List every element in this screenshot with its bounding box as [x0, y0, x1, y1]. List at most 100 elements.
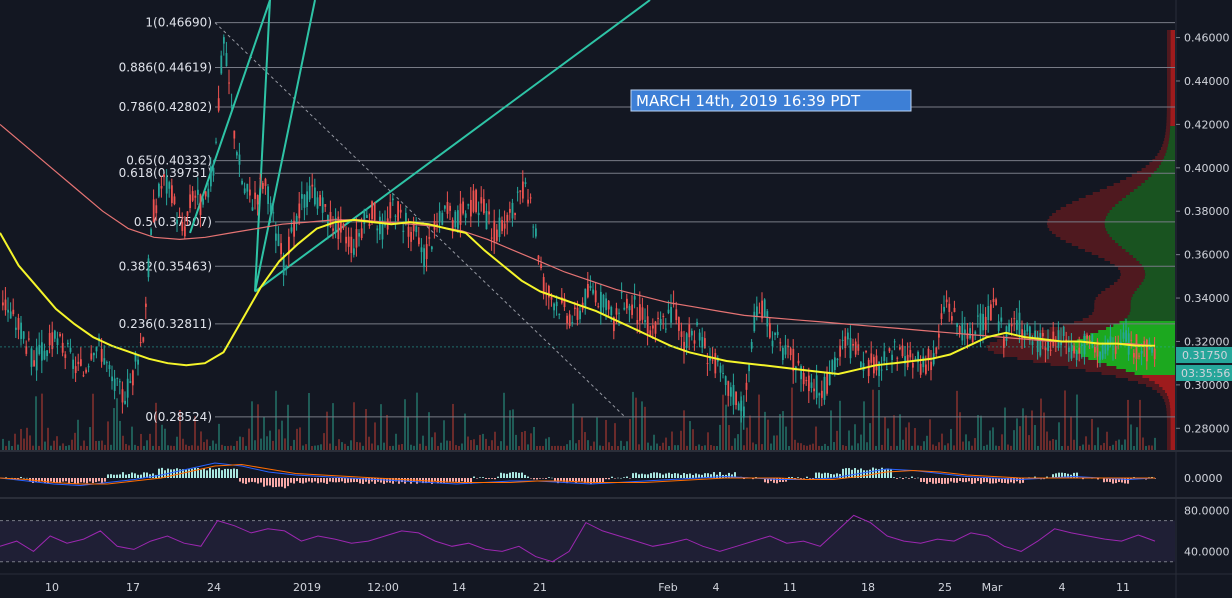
- candle-body: [691, 330, 693, 336]
- candle-body: [25, 346, 28, 354]
- time-axis[interactable]: 10 17 24 2019 12:00 14 21 Feb 4 11 18 25 Mar 4 11: [45, 581, 1130, 594]
- candle-body: [108, 364, 111, 370]
- candle-body: [1125, 330, 1127, 342]
- candle-body: [919, 363, 922, 375]
- macd-histogram-bar: [410, 478, 412, 484]
- volume-bar: [1127, 399, 1129, 450]
- vp-outer-bar: [1127, 378, 1150, 381]
- candle-body: [33, 360, 35, 367]
- macd-histogram-bar: [590, 478, 592, 484]
- vp-inner-bar: [1170, 87, 1175, 90]
- candle-body: [987, 306, 990, 321]
- volume-bar: [650, 445, 652, 450]
- vp-outer-bar: [1166, 432, 1171, 435]
- vp-outer-bar: [1051, 231, 1108, 234]
- fibonacci-retracement[interactable]: 1(0.46690) 0.886(0.44619) 0.786(0.42802) 0.…: [119, 16, 1175, 424]
- candle-body: [189, 194, 191, 209]
- vp-inner-bar: [1107, 231, 1175, 234]
- vp-inner-bar: [1170, 408, 1175, 411]
- candle-body: [995, 299, 997, 306]
- candle-body: [1003, 336, 1005, 348]
- vp-outer-bar: [1166, 120, 1171, 123]
- macd-histogram-bar: [83, 478, 85, 483]
- candle-body: [139, 342, 142, 344]
- macd-histogram-bar: [539, 478, 541, 479]
- vp-inner-bar: [1170, 405, 1175, 408]
- candle-body: [28, 338, 30, 340]
- vp-outer-bar: [1166, 123, 1171, 126]
- candle-body: [303, 194, 306, 208]
- candle-body: [652, 325, 654, 329]
- macd-histogram-bar: [251, 478, 253, 482]
- vp-outer-bar: [1166, 426, 1171, 429]
- volume-bar: [314, 445, 316, 450]
- fan-line[interactable]: [254, 0, 316, 292]
- candle-body: [311, 184, 314, 187]
- candle-body: [155, 205, 158, 214]
- ma-yellow-line: [0, 218, 1155, 376]
- macd-histogram-bar: [926, 478, 928, 484]
- candle-body: [321, 197, 324, 213]
- vp-outer-bar: [1165, 402, 1170, 405]
- macd-histogram-bar: [947, 478, 949, 484]
- macd-histogram-bar: [5, 477, 7, 478]
- candle-body: [207, 188, 210, 198]
- volume-bar: [86, 445, 88, 450]
- macd-histogram-bar: [845, 468, 847, 478]
- candle-body: [254, 192, 256, 199]
- vp-outer-bar: [1110, 261, 1140, 264]
- candle-body: [1130, 339, 1133, 341]
- fib-trend-line[interactable]: [214, 22, 626, 418]
- annotation-box[interactable]: [630, 89, 912, 112]
- macd-histogram-bar: [1109, 478, 1111, 483]
- date-annotation[interactable]: MARCH 14th, 2019 16:39 PDT: [630, 89, 912, 112]
- fan-line[interactable]: [254, 0, 651, 293]
- macd-histogram-bar: [116, 474, 118, 478]
- macd-histogram-bar: [1130, 478, 1132, 480]
- candle-body: [405, 212, 407, 222]
- macd-histogram-bar: [137, 474, 139, 478]
- candle-body: [802, 372, 805, 385]
- candle-body: [589, 285, 592, 289]
- vp-outer-bar: [1088, 315, 1128, 318]
- macd-histogram-bar: [50, 478, 52, 482]
- candle-body: [1034, 330, 1036, 339]
- volume-bar: [317, 445, 319, 450]
- vp-outer-bar: [1164, 138, 1170, 141]
- macd-histogram-bar: [434, 478, 436, 482]
- vp-outer-bar: [1167, 36, 1171, 39]
- fan-line[interactable]: [254, 0, 271, 292]
- macd-histogram-bar: [1001, 478, 1003, 483]
- candle-body: [56, 338, 59, 346]
- volume-bar: [1076, 394, 1078, 450]
- candle-body: [506, 214, 509, 223]
- price-axis[interactable]: 0.46000 0.44000 0.42000 0.40000 0.38000 0.360…: [1176, 32, 1230, 436]
- volume-bar: [1154, 437, 1156, 450]
- macd-histogram-bar: [743, 478, 745, 480]
- macd-histogram-bar: [1004, 478, 1006, 483]
- vp-inner-bar: [1170, 126, 1175, 129]
- vp-outer-bar: [1137, 381, 1155, 384]
- macd-histogram-bar: [707, 473, 709, 478]
- macd-histogram-bar: [1115, 478, 1117, 484]
- gann-fan-lines[interactable]: [189, 0, 651, 293]
- candle-body: [909, 350, 912, 358]
- macd-histogram-bar: [560, 478, 562, 482]
- volume-bar: [929, 419, 931, 450]
- candle-body: [953, 307, 956, 313]
- volume-bar: [89, 427, 91, 450]
- volume-bar: [1073, 439, 1075, 450]
- volume-bar: [1091, 418, 1093, 450]
- candle-body: [1081, 344, 1083, 346]
- candle-body: [990, 304, 992, 321]
- macd-histogram-bar: [689, 473, 691, 478]
- candle-body: [1010, 324, 1013, 327]
- volume-bar: [824, 443, 826, 450]
- macd-histogram-bar: [593, 478, 595, 484]
- vp-inner-bar: [1170, 438, 1175, 441]
- x-tick-label: 24: [207, 581, 221, 594]
- candle-body: [1036, 336, 1039, 353]
- vp-outer-bar: [1094, 306, 1131, 309]
